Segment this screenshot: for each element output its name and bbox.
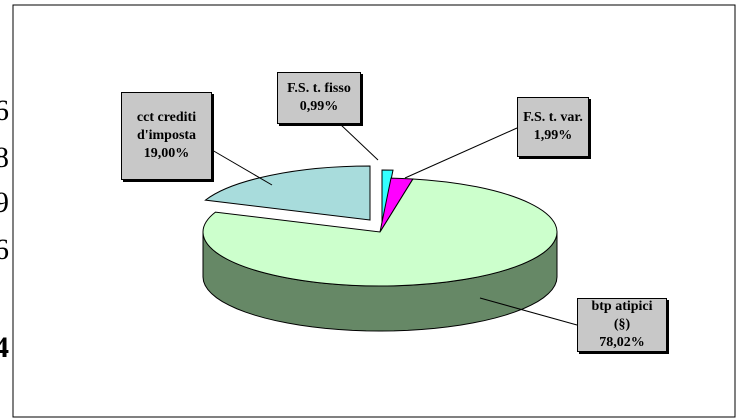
slice xyxy=(202,178,558,287)
slice xyxy=(204,165,371,221)
cropped-text: 6 xyxy=(0,233,9,266)
category-label: btp atipici (§) xyxy=(591,299,653,332)
data-label: F.S. t. fisso 0,99% xyxy=(277,72,361,124)
value-label: 78,02% xyxy=(599,335,645,350)
pie-group xyxy=(202,165,558,332)
cropped-text: 4 xyxy=(0,331,9,364)
frame xyxy=(12,4,736,418)
category-label: F.S. t. var. xyxy=(523,110,583,125)
data-label: btp atipici (§) 78,02% xyxy=(577,298,667,352)
leader-line xyxy=(339,123,379,161)
category-label: F.S. t. fisso xyxy=(287,81,351,96)
data-label: cct crediti d'imposta 19,00% xyxy=(121,92,212,180)
cropped-text: 9 xyxy=(0,186,9,219)
data-label: F.S. t. var. 1,99% xyxy=(517,97,589,157)
cropped-text: 8 xyxy=(0,141,9,174)
leader-line xyxy=(211,149,273,186)
category-label: cct crediti d'imposta xyxy=(136,110,197,143)
leader-line xyxy=(404,127,518,179)
value-label: 19,00% xyxy=(143,146,190,161)
value-label: 0,99% xyxy=(299,99,339,114)
cropped-text: 6 xyxy=(0,94,9,127)
leader-line xyxy=(479,297,578,326)
value-label: 1,99% xyxy=(533,128,573,143)
